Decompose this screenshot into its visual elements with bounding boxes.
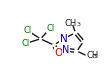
Text: N: N (60, 34, 68, 44)
Text: CH: CH (65, 19, 77, 28)
Text: N: N (62, 45, 70, 55)
Text: 3: 3 (92, 54, 96, 59)
Text: Cl: Cl (23, 26, 31, 35)
Text: Cl: Cl (22, 39, 30, 48)
Text: Cl: Cl (46, 24, 55, 33)
Text: O: O (54, 48, 62, 58)
Text: 3: 3 (76, 22, 80, 27)
Text: CH: CH (87, 51, 99, 60)
